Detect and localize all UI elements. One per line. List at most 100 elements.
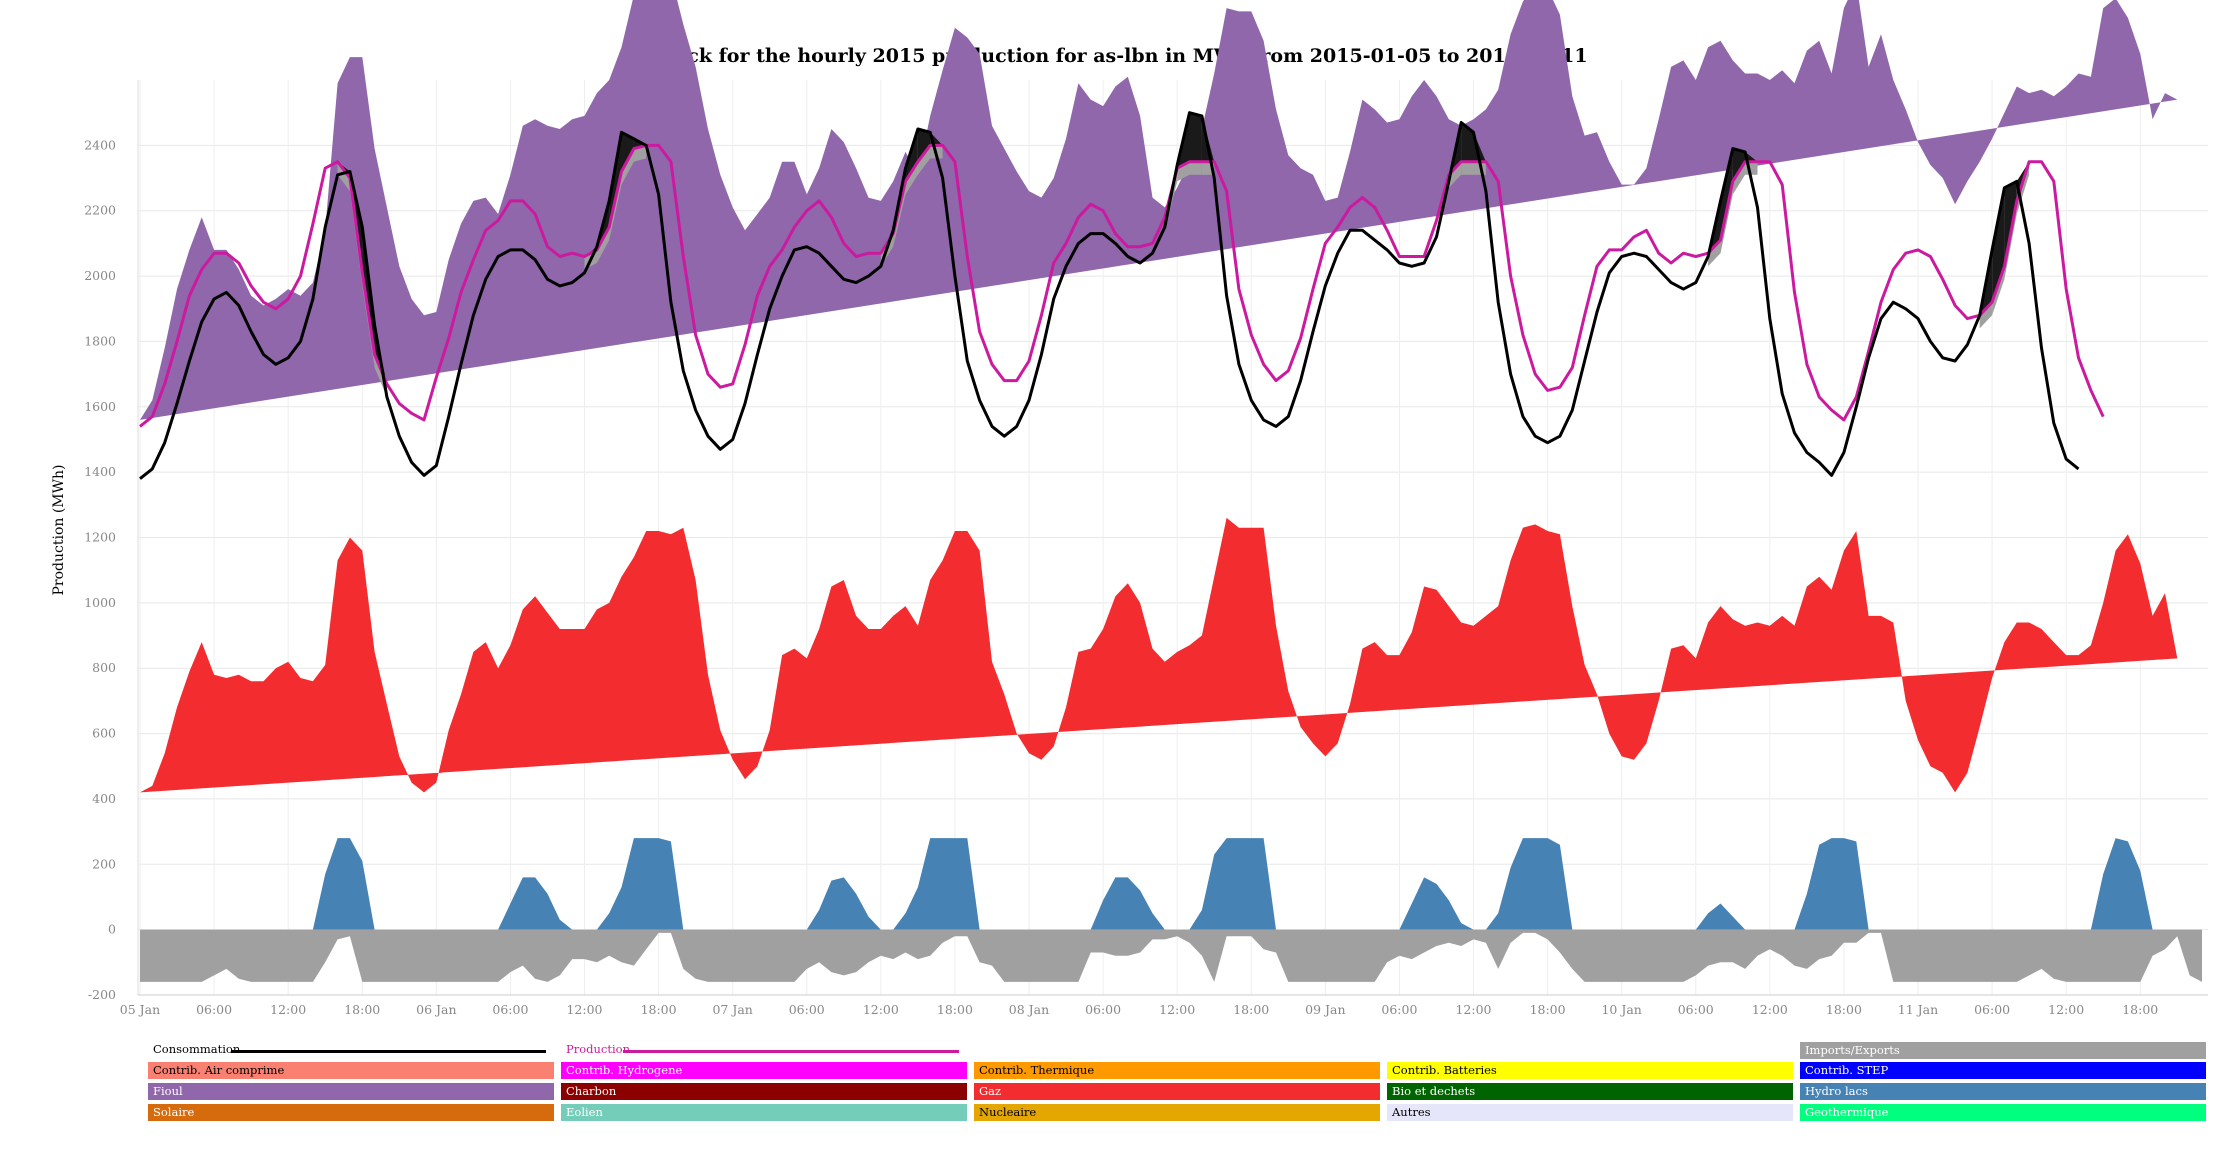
y-tick-label: 2000 — [84, 268, 116, 283]
x-tick-label: 18:00 — [1530, 1002, 1566, 1017]
x-tick-label: 07 Jan — [712, 1002, 752, 1017]
imports-band — [337, 161, 350, 192]
x-tick-label: 18:00 — [937, 1002, 973, 1017]
legend-bio-et-dechets[interactable]: Bio et dechets — [1387, 1083, 1793, 1100]
legend-row: Fioul Charbon Gaz Bio et dechets Hydro lacs — [148, 1083, 2213, 1100]
legend-label: Contrib. Air comprime — [153, 1063, 285, 1077]
legend-solaire[interactable]: Solaire — [148, 1104, 554, 1121]
x-tick-label: 18:00 — [1233, 1002, 1269, 1017]
deficit-area — [1732, 148, 1746, 182]
legend-row: Contrib. Air comprime Contrib. Hydrogene C… — [148, 1062, 2213, 1079]
legend-label: Consommation — [153, 1042, 241, 1056]
x-tick-label: 06:00 — [1678, 1002, 1714, 1017]
imports-band — [917, 145, 931, 175]
y-tick-label: 2400 — [84, 137, 116, 152]
y-tick-label: 1200 — [84, 530, 116, 545]
legend-nucleaire[interactable]: Nucleaire — [974, 1104, 1380, 1121]
x-tick-label: 18:00 — [1826, 1002, 1862, 1017]
area-hydro-lacs — [140, 838, 2178, 930]
x-tick-label: 06:00 — [196, 1002, 232, 1017]
legend-label: Solaire — [153, 1105, 195, 1119]
area-imports-exports — [140, 929, 2202, 982]
x-tick-label: 18:00 — [2122, 1002, 2158, 1017]
imports-band — [1189, 161, 1202, 175]
deficit-area — [1473, 132, 1486, 162]
y-tick-label: 200 — [92, 856, 116, 871]
deficit-area — [1461, 122, 1474, 162]
x-tick-label: 12:00 — [566, 1002, 602, 1017]
legend-label: Hydro lacs — [1805, 1084, 1868, 1098]
y-axis: -200 0 200 400 600 800 1000 1200 1400 1600 1800 200… — [84, 80, 139, 1002]
legend-label: Geothermique — [1805, 1105, 1889, 1119]
x-tick-label: 12:00 — [1159, 1002, 1195, 1017]
legend-row-lines: Consommation Production Imports/Exports — [148, 1042, 2213, 1059]
imports-band — [1732, 161, 1746, 195]
legend-contrib-thermique[interactable]: Contrib. Thermique — [974, 1062, 1380, 1079]
imports-band — [1448, 161, 1462, 188]
x-axis: 05 Jan 06:00 12:00 18:00 06 Jan 06:00 12:00 18:… — [120, 994, 2208, 1017]
x-tick-label: 06:00 — [789, 1002, 825, 1017]
y-tick-label: 1000 — [84, 595, 116, 610]
imports-band — [1708, 240, 1721, 267]
legend-label: Contrib. STEP — [1805, 1063, 1889, 1077]
imports-band — [1979, 302, 1993, 329]
area-fioul — [140, 0, 2178, 420]
y-tick-label: 0 — [108, 922, 116, 937]
chart-title: Stack for the hourly 2015 production for… — [652, 45, 1587, 67]
y-tick-label: 1400 — [84, 464, 116, 479]
area-series — [140, 0, 2202, 982]
x-tick-label: 12:00 — [2048, 1002, 2084, 1017]
legend-line-swatch — [231, 1050, 546, 1053]
stacked-area-chart: Stack for the hourly 2015 production for… — [51, 0, 2208, 1017]
y-tick-label: 800 — [92, 660, 116, 675]
legend-row: Solaire Eolien Nucleaire Autres Geothermique — [148, 1104, 2213, 1121]
legend-line-swatch — [623, 1050, 959, 1053]
deficit-area — [1189, 112, 1202, 162]
legend-label: Contrib. Batteries — [1392, 1063, 1497, 1077]
legend-hydro-lacs[interactable]: Hydro lacs — [1800, 1083, 2206, 1100]
legend-eolien[interactable]: Eolien — [561, 1104, 967, 1121]
legend-imports-exports[interactable]: Imports/Exports — [1800, 1042, 2206, 1059]
y-axis-label: Production (MWh) — [51, 464, 67, 595]
x-tick-label: 12:00 — [270, 1002, 306, 1017]
legend-label: Bio et dechets — [1392, 1084, 1476, 1098]
x-tick-label: 18:00 — [344, 1002, 380, 1017]
deficit-area — [621, 132, 634, 172]
legend-production[interactable]: Production — [561, 1042, 967, 1059]
y-tick-label: 1600 — [84, 399, 116, 414]
y-tick-label: 600 — [92, 726, 116, 741]
x-tick-label: 12:00 — [863, 1002, 899, 1017]
x-tick-label: 05 Jan — [120, 1002, 160, 1017]
legend-fioul[interactable]: Fioul — [148, 1083, 554, 1100]
deficit-area — [1720, 148, 1733, 241]
x-tick-label: 09 Jan — [1305, 1002, 1345, 1017]
legend-consommation[interactable]: Consommation — [148, 1042, 554, 1059]
x-tick-label: 12:00 — [1455, 1002, 1491, 1017]
y-tick-label: 2200 — [84, 203, 116, 218]
y-tick-label: -200 — [88, 987, 116, 1002]
legend-label: Contrib. Hydrogene — [566, 1063, 683, 1077]
deficit-area — [917, 129, 931, 162]
legend-geothermique[interactable]: Geothermique — [1800, 1104, 2206, 1121]
legend-contrib-hydrogene[interactable]: Contrib. Hydrogene — [561, 1062, 967, 1079]
x-tick-label: 06:00 — [1381, 1002, 1417, 1017]
legend-label: Autres — [1392, 1105, 1431, 1119]
legend-contrib-air-comprime[interactable]: Contrib. Air comprime — [148, 1062, 554, 1079]
imports-band — [596, 227, 610, 263]
legend-label: Imports/Exports — [1805, 1043, 1900, 1057]
legend-autres[interactable]: Autres — [1387, 1104, 1793, 1121]
line-production — [139, 143, 2105, 428]
imports-band — [621, 148, 634, 185]
legend-charbon[interactable]: Charbon — [561, 1083, 967, 1100]
imports-band — [905, 161, 918, 195]
legend-label: Charbon — [566, 1084, 617, 1098]
legend-label: Eolien — [566, 1105, 603, 1119]
imports-band — [633, 145, 647, 162]
legend-contrib-batteries[interactable]: Contrib. Batteries — [1387, 1062, 1793, 1079]
legend-contrib-step[interactable]: Contrib. STEP — [1800, 1062, 2206, 1079]
area-gaz — [140, 517, 2178, 793]
legend-gaz[interactable]: Gaz — [974, 1083, 1380, 1100]
x-tick-label: 11 Jan — [1898, 1002, 1938, 1017]
x-tick-label: 06:00 — [1974, 1002, 2010, 1017]
x-tick-label: 06 Jan — [416, 1002, 456, 1017]
